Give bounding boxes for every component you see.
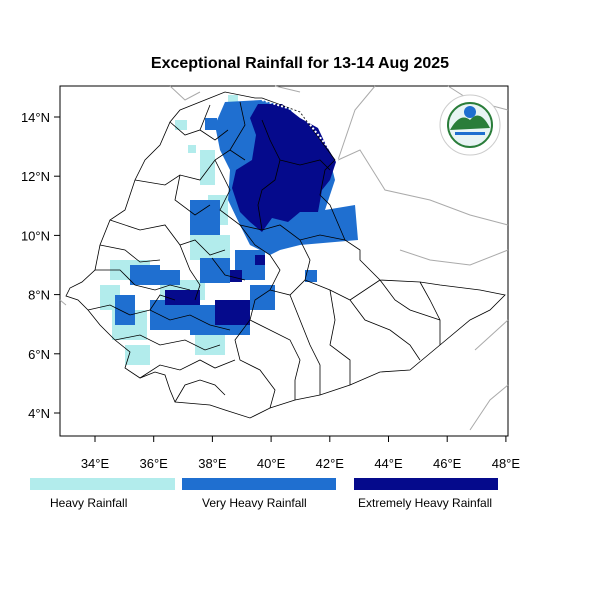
legend-label: Very Heavy Rainfall — [202, 496, 307, 510]
lon-tick-label: 46°E — [433, 456, 462, 471]
lat-tick-label: 14°N — [21, 110, 50, 125]
lon-tick-label: 40°E — [257, 456, 286, 471]
legend-label: Heavy Rainfall — [50, 496, 128, 510]
lat-tick-label: 8°N — [28, 288, 50, 303]
lon-tick-label: 38°E — [198, 456, 227, 471]
lon-tick-label: 44°E — [374, 456, 403, 471]
lon-tick-label: 42°E — [316, 456, 345, 471]
lon-tick-label: 34°E — [81, 456, 110, 471]
lat-tick-label: 6°N — [28, 347, 50, 362]
plot-frame — [59, 85, 509, 437]
very-heavy-rainfall-areas — [115, 100, 358, 335]
longitude-axis: 34°E 36°E 38°E 40°E 42°E 44°E 46°E 48°E — [81, 436, 521, 471]
legend-label: Extremely Heavy Rainfall — [358, 496, 493, 510]
legend-swatch — [354, 478, 498, 490]
lon-tick-label: 48°E — [492, 456, 521, 471]
legend-swatch — [30, 478, 175, 490]
coast-border — [261, 99, 339, 161]
lon-tick-label: 36°E — [140, 456, 169, 471]
ethiopian-meteorology-institute-logo — [439, 94, 501, 156]
extremely-heavy-rainfall-areas — [165, 104, 336, 325]
region-boundaries — [65, 91, 506, 419]
lat-tick-label: 4°N — [28, 406, 50, 421]
lat-tick-label: 10°N — [21, 228, 50, 243]
map-title: Exceptional Rainfall for 13-14 Aug 2025 — [150, 55, 450, 72]
lat-tick-label: 12°N — [21, 169, 50, 184]
legend-swatch — [182, 478, 336, 490]
neighbor-borders — [59, 85, 509, 431]
latitude-axis: 4°N 6°N 8°N 10°N 12°N 14°N — [21, 110, 60, 421]
